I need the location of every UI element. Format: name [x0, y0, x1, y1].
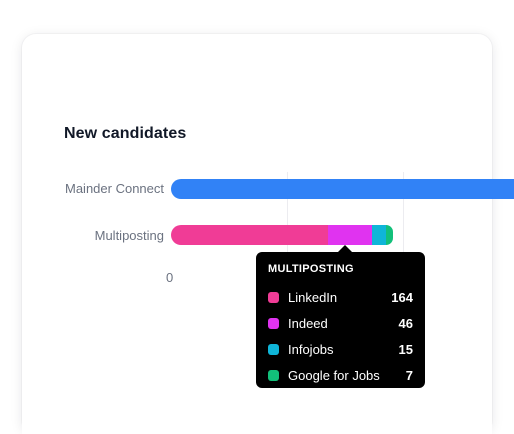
y-tick-label-mainder-connect: Mainder Connect — [65, 181, 164, 196]
tooltip-label: LinkedIn — [288, 289, 338, 305]
bar-segment-indeed[interactable] — [328, 225, 372, 245]
bar-segment-google-for-jobs[interactable] — [386, 225, 393, 245]
tooltip-row-infojobs: Infojobs 15 — [268, 336, 413, 362]
bar-segment-infojobs[interactable] — [372, 225, 386, 245]
x-tick-label-zero: 0 — [166, 270, 174, 285]
infojobs-swatch-icon — [268, 343, 279, 355]
gridline — [403, 172, 404, 266]
bar-segment-linkedin[interactable] — [171, 225, 328, 245]
card-title: New candidates — [64, 125, 187, 142]
tooltip-label: Google for Jobs — [288, 367, 380, 383]
tooltip-value: 164 — [391, 289, 413, 305]
tooltip-label: Infojobs — [288, 341, 334, 357]
indeed-swatch-icon — [268, 317, 279, 329]
google-for-jobs-swatch-icon — [268, 369, 279, 381]
tooltip-title: MULTIPOSTING — [268, 263, 354, 275]
tooltip-value: 15 — [398, 341, 413, 357]
bar-segment-mainder-connect[interactable] — [171, 179, 514, 199]
tooltip-row-indeed: Indeed 46 — [268, 310, 413, 336]
tooltip-value: 46 — [398, 315, 413, 331]
chart-tooltip: MULTIPOSTING LinkedIn 164 Indeed 46 Info… — [256, 252, 425, 388]
bar-multiposting[interactable] — [171, 225, 393, 245]
bar-mainder-connect[interactable] — [171, 179, 514, 199]
tooltip-value: 7 — [405, 367, 413, 383]
tooltip-arrow — [338, 245, 352, 252]
tooltip-row-linkedin: LinkedIn 164 — [268, 284, 413, 310]
y-tick-label-multiposting: Multiposting — [94, 228, 164, 243]
tooltip-label: Indeed — [288, 315, 328, 331]
tooltip-row-google-for-jobs: Google for Jobs 7 — [268, 362, 413, 388]
linkedin-swatch-icon — [268, 291, 279, 303]
gridline — [287, 172, 288, 266]
